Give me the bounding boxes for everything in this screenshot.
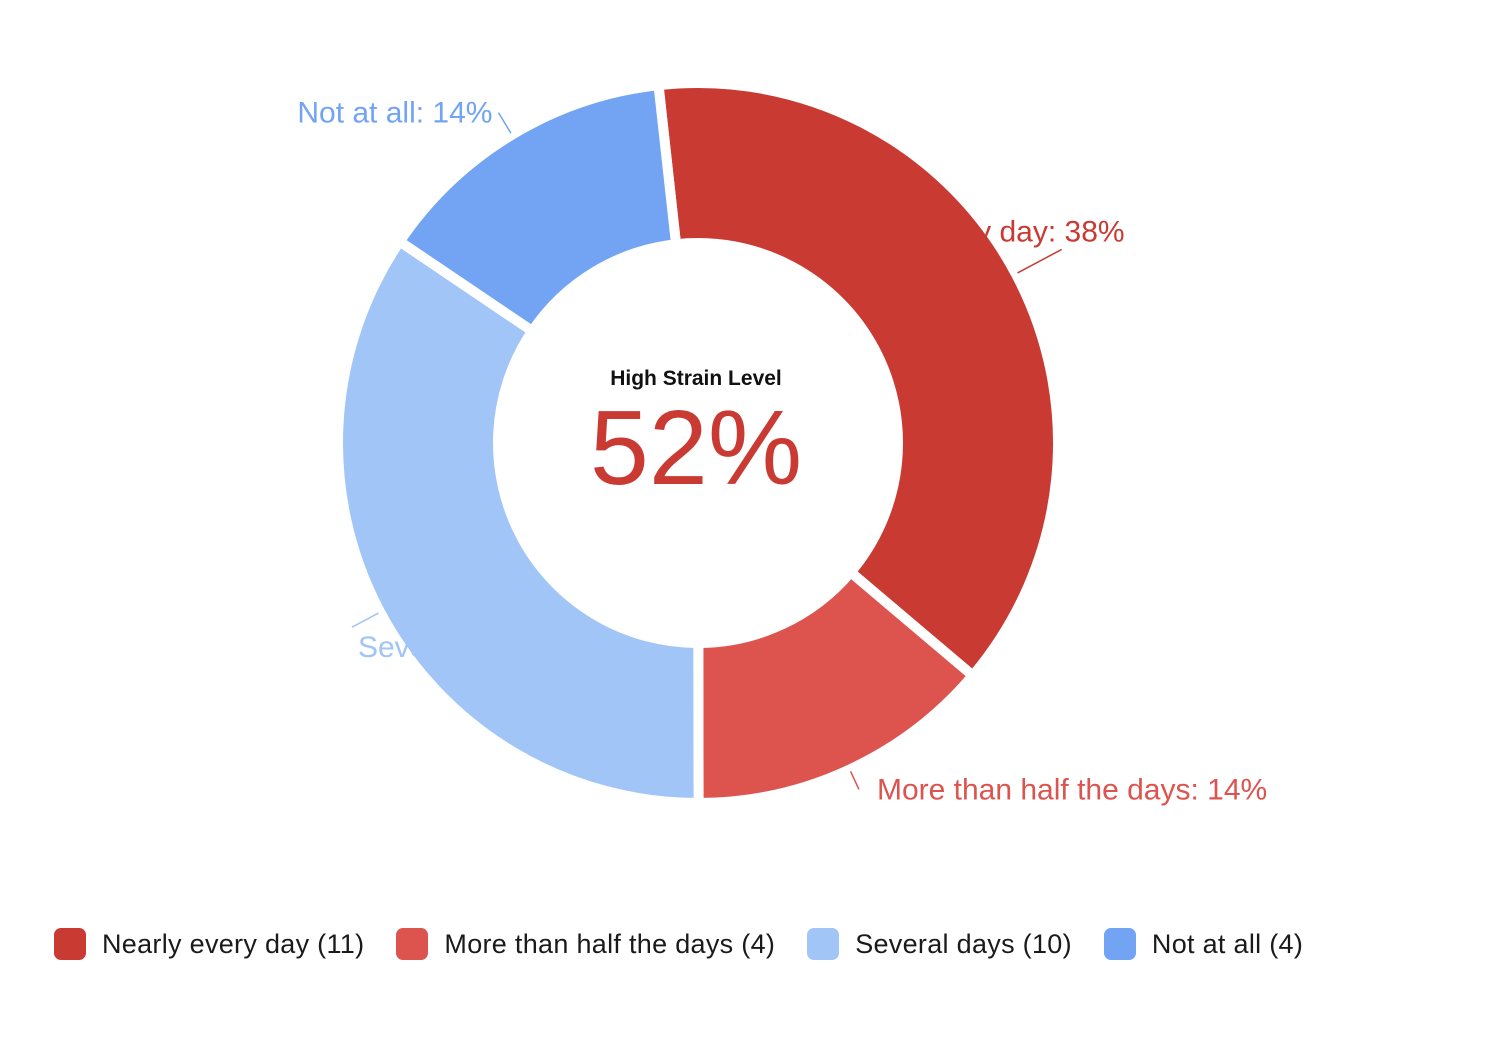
leader-line-more-than-half-the-days [849, 770, 860, 790]
slice-nearly-every-day[interactable] [652, 78, 1063, 683]
slice-several-days[interactable] [333, 234, 704, 809]
legend-label: Nearly every day (11) [102, 928, 365, 959]
legend-label: More than half the days (4) [444, 928, 776, 959]
legend-item-nearly-every-day[interactable]: Nearly every day (11) [54, 928, 364, 960]
center-value: 52% [590, 389, 802, 507]
slice-label-nearly-every-day: Nearly every day: 38% [823, 215, 1125, 248]
legend-swatch [54, 928, 86, 960]
center-title: High Strain Level [610, 367, 782, 390]
legend-label: Not at all (4) [1151, 928, 1304, 959]
slices-layer [333, 78, 1063, 809]
leader-line-not-at-all [497, 112, 512, 134]
legend: Nearly every day (11) More than half the … [54, 928, 1335, 960]
legend-swatch [396, 928, 429, 960]
slice-label-not-at-all: Not at all: 14% [297, 97, 492, 130]
slice-not-at-all[interactable] [392, 79, 682, 338]
legend-swatch [1103, 928, 1136, 960]
legend-swatch [807, 928, 840, 960]
leader-line-several-days [351, 612, 379, 628]
legend-item-several-days[interactable]: Several days (10) [807, 928, 1072, 960]
slice-label-several-days: Several days: 34% [358, 631, 608, 664]
legend-item-more-than-half-the-days[interactable]: More than half the days (4) [396, 928, 775, 960]
slice-labels-layer: Nearly every day: 38% More than half the … [297, 97, 1267, 807]
leader-lines-layer [351, 112, 1063, 790]
slice-more-than-half-the-days[interactable] [693, 565, 980, 809]
legend-label: Several days (10) [855, 928, 1072, 959]
slice-label-more-than-half-the-days: More than half the days: 14% [877, 773, 1267, 806]
legend-item-not-at-all[interactable]: Not at all (4) [1103, 928, 1304, 960]
leader-line-nearly-every-day [1017, 248, 1063, 274]
